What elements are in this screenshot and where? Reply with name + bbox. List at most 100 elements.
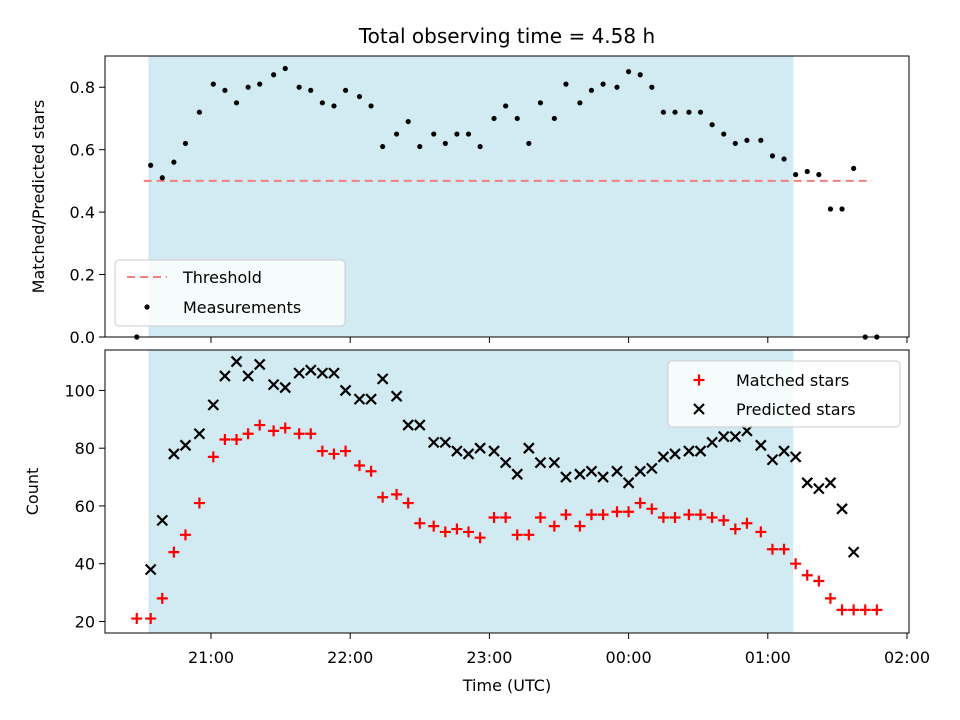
matched-star-point (718, 514, 730, 526)
predicted-star-point (144, 563, 157, 576)
predicted-star-point (402, 419, 414, 431)
matched-star-point (279, 422, 291, 434)
y-tick-label: 0.2 (70, 266, 95, 285)
matched-star-point (790, 558, 802, 570)
y-tick-label: 0.0 (70, 328, 95, 347)
bottom-legend-box (667, 360, 901, 428)
matched-star-point (391, 488, 403, 500)
predicted-star-point (427, 436, 440, 449)
matched-star-point (156, 592, 168, 604)
matched-star-point (219, 434, 231, 446)
y-tick-label: 80 (75, 439, 95, 458)
measurement-point (709, 122, 715, 128)
predicted-star-point (451, 445, 463, 457)
predicted-star-point (439, 436, 452, 449)
predicted-star-point (646, 462, 658, 475)
measurement-point (827, 206, 834, 212)
matched-star-point (871, 604, 883, 616)
measurement-point (394, 131, 400, 137)
predicted-star-point (534, 456, 547, 469)
matched-star-point (611, 506, 623, 518)
predicted-star-point (523, 442, 535, 454)
matched-star-point (377, 491, 389, 503)
measurement-point (148, 162, 154, 168)
predicted-star-point (376, 373, 389, 385)
matched-star-point (328, 448, 340, 460)
matched-star-point (293, 428, 305, 440)
predicted-star-point (789, 451, 802, 463)
matched-star-point (402, 497, 414, 509)
predicted-star-point (293, 367, 305, 379)
x-tick-label: 23:00 (466, 648, 512, 667)
measurement-point (721, 131, 727, 137)
predicted-star-point (813, 482, 825, 495)
predicted-star-point (801, 477, 814, 489)
matched-star-point (548, 520, 560, 532)
matched-star-point (145, 613, 157, 625)
measurement-point (233, 100, 240, 106)
y-tick-label: 0.6 (70, 141, 95, 160)
predicted-star-point (717, 430, 730, 443)
measurement-point (491, 115, 497, 122)
matched-star-point (179, 529, 191, 541)
matched-star-point (254, 419, 266, 431)
predicted-star-point (499, 456, 512, 469)
predicted-star-point (847, 546, 860, 558)
legend-predicted-label: Predicted stars (736, 400, 856, 419)
measurement-point (342, 87, 349, 93)
measurement-point (563, 81, 569, 87)
matched-star-point (755, 526, 767, 538)
predicted-star-point (156, 514, 169, 527)
bottom-y-axis-label: Count (23, 468, 42, 516)
predicted-star-point (778, 445, 790, 457)
measurement-point (660, 109, 667, 115)
predicted-star-point (836, 503, 848, 515)
predicted-star-point (339, 384, 352, 397)
legend-threshold-label: Threshold (182, 268, 262, 287)
matched-star-point (488, 511, 500, 523)
predicted-star-point (683, 445, 695, 457)
predicted-star-point (669, 448, 681, 460)
matched-star-point (439, 526, 451, 538)
predicted-star-point (597, 471, 609, 483)
matched-star-point (500, 511, 512, 523)
x-tick-label: 00:00 (606, 648, 652, 667)
bottom-x-ticks: 21:00 22:00 23:00 00:00 01:00 02:00 (188, 633, 930, 667)
predicted-star-point (824, 477, 837, 489)
measurement-point (319, 100, 325, 106)
top-legend-box (114, 259, 346, 327)
matched-star-point (813, 575, 825, 587)
measurement-point (296, 84, 302, 90)
predicted-star-point (585, 465, 598, 478)
predicted-star-point (634, 465, 646, 478)
measurement-point (442, 140, 448, 147)
predicted-star-point (365, 393, 377, 405)
matched-star-point (131, 613, 143, 625)
matched-star-point (597, 509, 609, 521)
measurement-point (697, 109, 704, 115)
matched-star-point (824, 592, 836, 604)
y-tick-label: 0.8 (70, 78, 95, 97)
matched-star-point (729, 523, 741, 535)
predicted-star-point (267, 378, 280, 391)
measurement-point (769, 153, 776, 159)
measurement-point (222, 87, 228, 93)
measurement-point (614, 84, 620, 90)
x-axis-label: Time (UTC) (462, 676, 551, 695)
predicted-star-point (560, 471, 572, 483)
matched-star-point (193, 497, 205, 509)
predicted-star-point (574, 468, 586, 480)
predicted-star-point (511, 468, 524, 480)
top-y-axis-label: Matched/Predicted stars (29, 100, 48, 294)
measurement-point (804, 168, 810, 175)
measurement-point (637, 72, 643, 78)
legend-measurement-label: Measurements (183, 298, 301, 317)
matched-star-point (634, 497, 646, 509)
measurement-point (171, 159, 177, 165)
matched-star-point (305, 428, 317, 440)
matched-star-point (428, 520, 440, 532)
matched-star-point (451, 523, 463, 535)
measurement-point (686, 109, 692, 115)
predicted-star-point (548, 456, 561, 469)
